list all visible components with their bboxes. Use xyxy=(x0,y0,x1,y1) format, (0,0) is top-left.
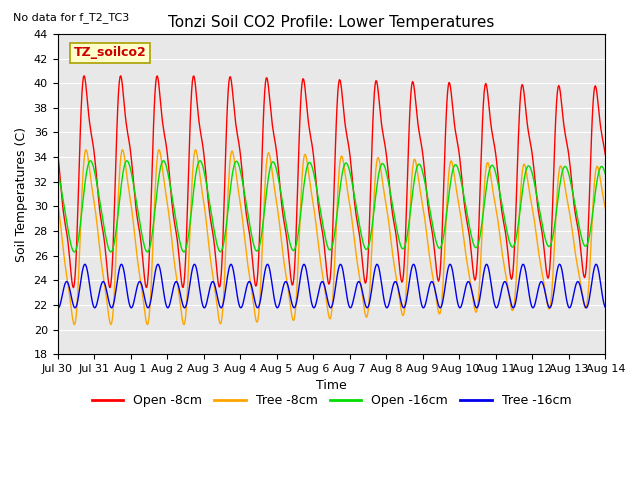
Tree -16cm xyxy=(399,304,406,310)
Open -16cm xyxy=(177,243,185,249)
Open -16cm xyxy=(121,162,129,168)
Line: Open -16cm: Open -16cm xyxy=(58,161,605,252)
X-axis label: Time: Time xyxy=(316,379,347,393)
Open -16cm xyxy=(159,158,167,164)
Open -8cm xyxy=(54,149,61,155)
Line: Tree -8cm: Tree -8cm xyxy=(58,150,605,324)
Open -16cm xyxy=(107,249,115,255)
Open -16cm xyxy=(63,224,71,229)
Title: Tonzi Soil CO2 Profile: Lower Temperatures: Tonzi Soil CO2 Profile: Lower Temperatur… xyxy=(168,15,495,30)
Open -8cm xyxy=(602,152,609,157)
Tree -8cm xyxy=(206,252,214,257)
Tree -8cm xyxy=(54,198,61,204)
Tree -8cm xyxy=(415,182,423,188)
Tree -8cm xyxy=(191,147,199,153)
Tree -16cm xyxy=(415,285,422,290)
Tree -16cm xyxy=(205,288,213,294)
Tree -8cm xyxy=(63,277,71,283)
Tree -16cm xyxy=(177,290,184,296)
Open -16cm xyxy=(399,246,407,252)
Open -16cm xyxy=(206,202,214,207)
Tree -8cm xyxy=(602,205,609,211)
Open -8cm xyxy=(415,131,423,136)
Tree -16cm xyxy=(121,272,129,277)
Open -8cm xyxy=(63,235,71,241)
Open -16cm xyxy=(415,161,423,167)
Open -16cm xyxy=(54,167,61,172)
Tree -8cm xyxy=(399,312,407,318)
Open -16cm xyxy=(602,171,609,177)
Open -8cm xyxy=(70,285,77,290)
Tree -16cm xyxy=(71,305,79,311)
Open -8cm xyxy=(81,73,88,79)
Tree -16cm xyxy=(602,304,609,310)
Tree -16cm xyxy=(592,261,600,267)
Line: Tree -16cm: Tree -16cm xyxy=(58,264,605,308)
Open -8cm xyxy=(122,113,129,119)
Tree -8cm xyxy=(120,150,127,156)
Open -8cm xyxy=(399,272,407,278)
Tree -16cm xyxy=(54,304,61,310)
Open -8cm xyxy=(177,274,185,280)
Tree -16cm xyxy=(63,279,71,285)
Y-axis label: Soil Temperatures (C): Soil Temperatures (C) xyxy=(15,127,28,262)
Text: No data for f_T2_TC3: No data for f_T2_TC3 xyxy=(13,12,129,23)
Tree -8cm xyxy=(177,301,184,307)
Tree -8cm xyxy=(143,322,151,327)
Text: TZ_soilco2: TZ_soilco2 xyxy=(74,47,147,60)
Open -8cm xyxy=(206,212,214,218)
Legend: Open -8cm, Tree -8cm, Open -16cm, Tree -16cm: Open -8cm, Tree -8cm, Open -16cm, Tree -… xyxy=(86,389,576,412)
Line: Open -8cm: Open -8cm xyxy=(58,76,605,288)
